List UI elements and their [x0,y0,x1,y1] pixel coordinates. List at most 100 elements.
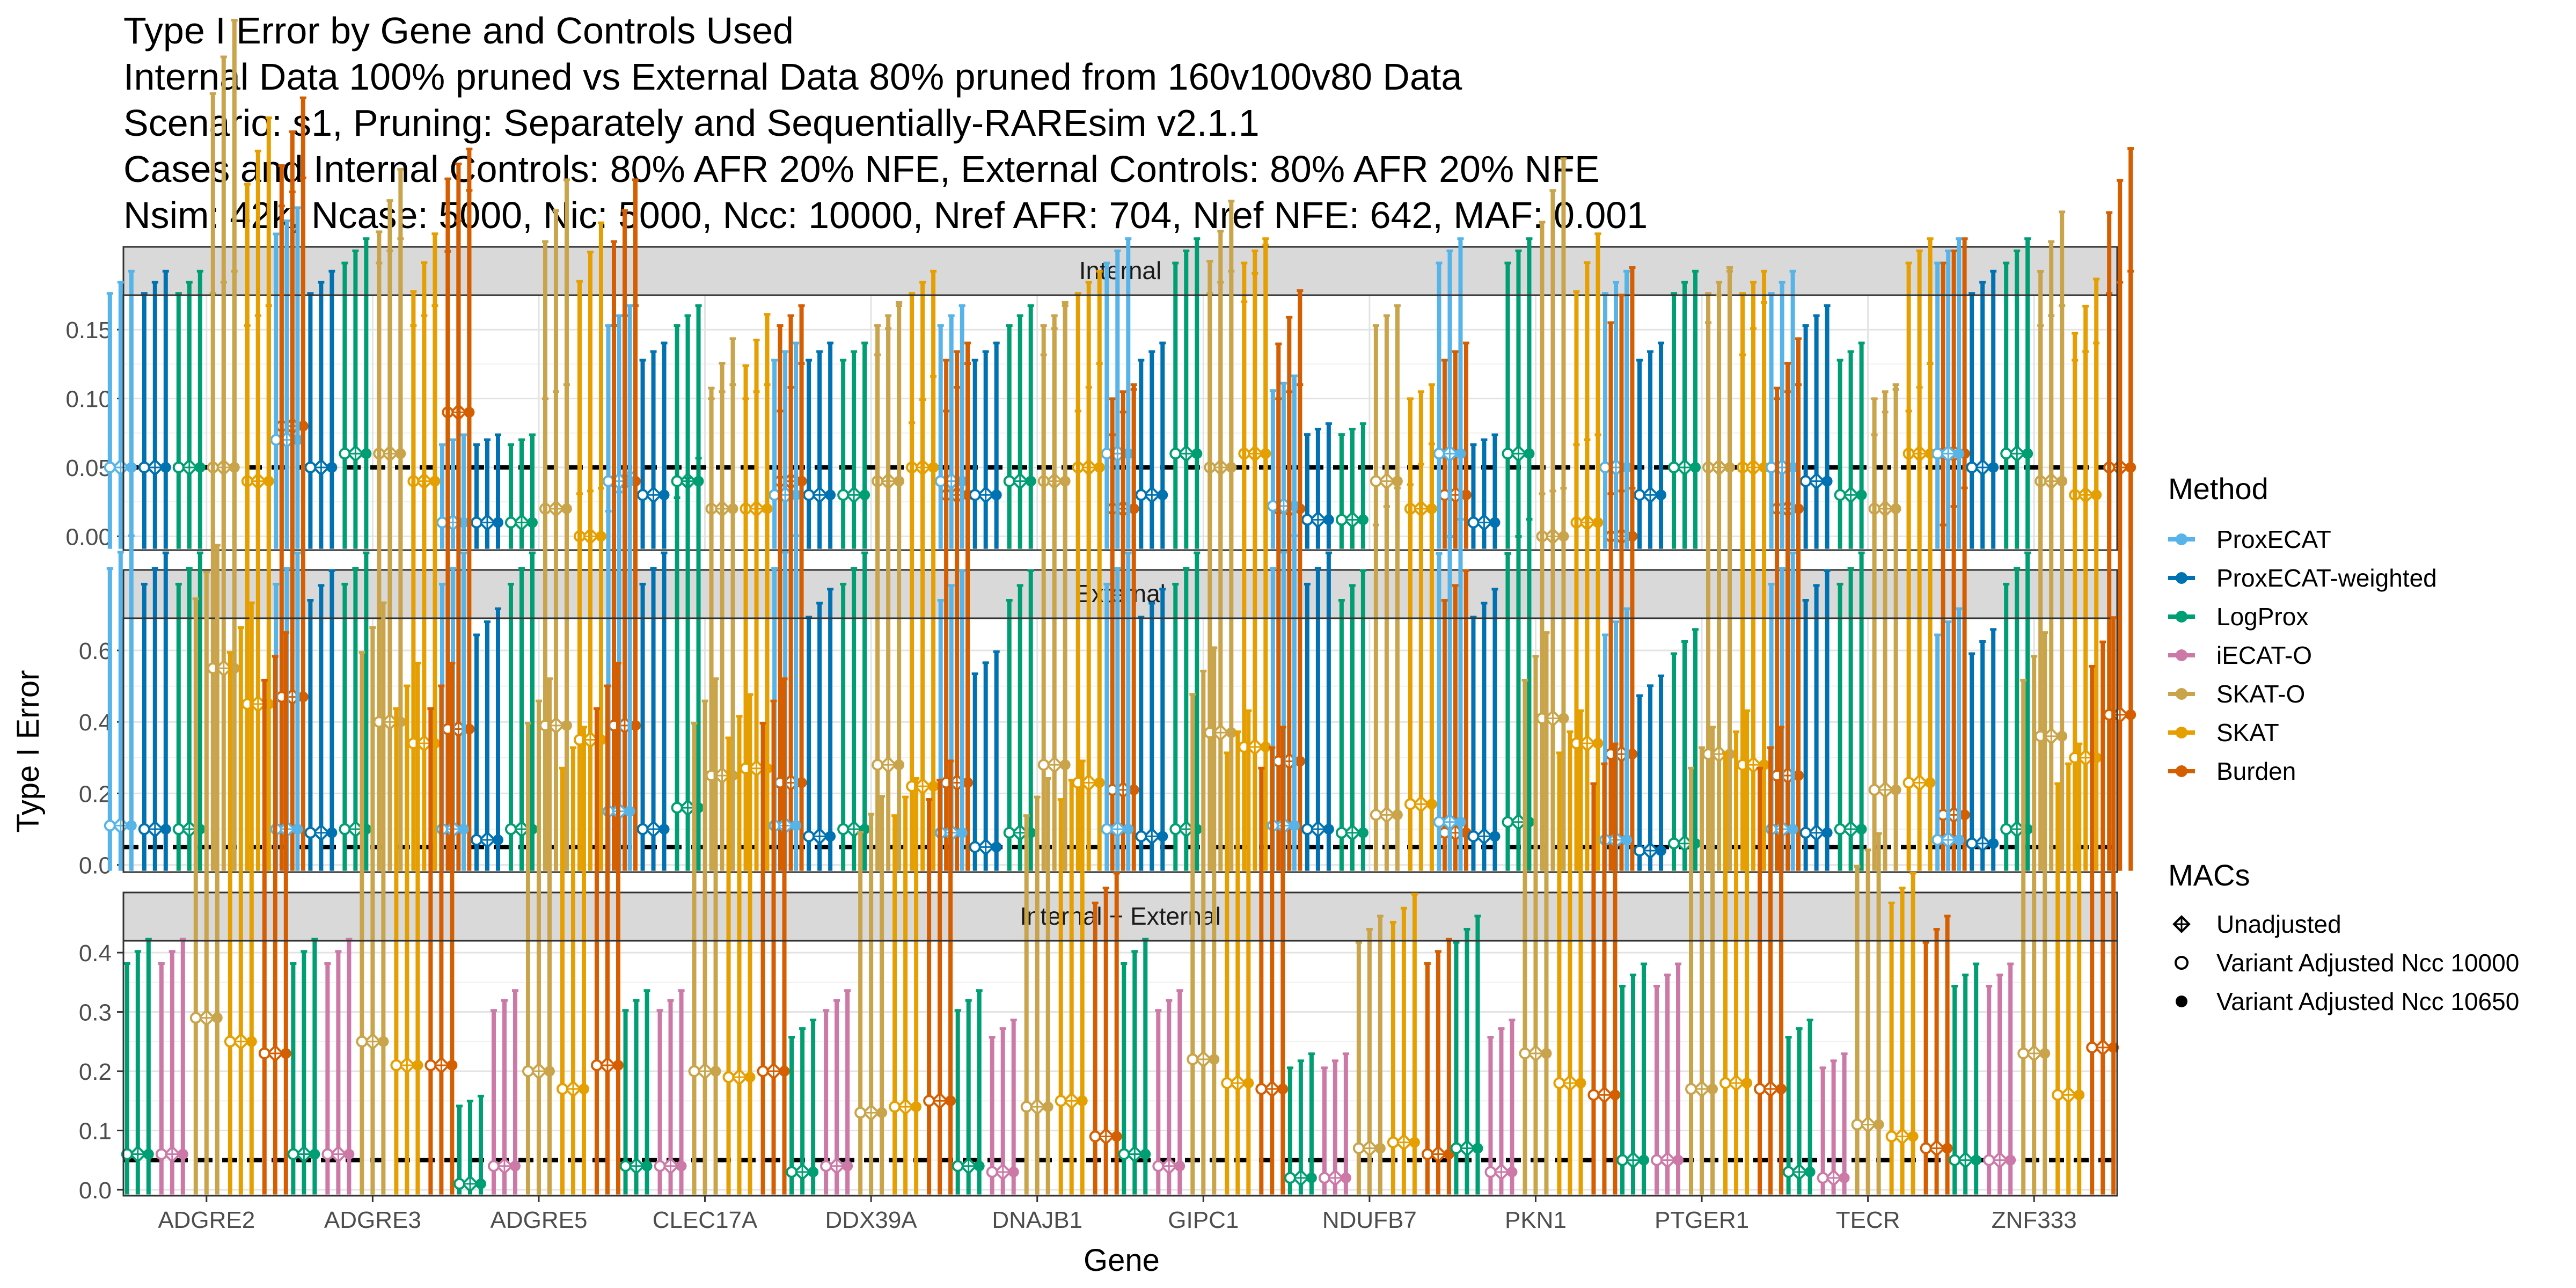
point-adjusted-10650 [246,1036,257,1047]
point-adjusted-10650 [126,820,137,831]
point-adjusted-10650 [492,835,503,846]
point-adjusted-10650 [1873,1119,1884,1130]
point-adjusted-10650 [1942,1143,1953,1154]
point-adjusted-10650 [464,723,475,735]
point-adjusted-10000 [1387,1136,1399,1148]
legend-macs-label: Variant Adjusted Ncc 10650 [2216,987,2519,1015]
point-adjusted-10000 [470,834,482,846]
point-adjusted-10000 [722,1071,735,1084]
point-adjusted-10650 [326,462,338,473]
point-adjusted-10000 [356,1035,368,1048]
point-adjusted-10000 [1668,461,1680,473]
point-adjusted-10000 [1301,823,1313,836]
point-adjusted-10650 [1260,741,1271,752]
point-adjusted-10650 [1008,1166,1019,1177]
point-adjusted-10000 [1754,1083,1766,1095]
point-adjusted-10000 [1118,1148,1130,1160]
x-tick-label: NDUFB7 [1322,1207,1417,1233]
point-adjusted-10000 [1370,475,1382,487]
y-tick-label: 0.15 [65,317,112,343]
point-adjusted-10000 [1301,514,1313,526]
point-adjusted-10000 [636,823,649,836]
point-adjusted-10000 [688,1065,700,1078]
point-adjusted-10650 [509,1160,521,1172]
point-adjusted-10000 [1003,826,1015,839]
point-adjusted-10650 [991,489,1002,501]
point-adjusted-10000 [104,819,116,832]
point-adjusted-10650 [1621,835,1633,846]
legend-method-label: Burden [2216,757,2296,785]
legend-macs-label: Variant Adjusted Ncc 10000 [2216,949,2519,977]
point-adjusted-10000 [1651,1154,1663,1166]
point-adjusted-10000 [619,1160,632,1172]
point-adjusted-10000 [104,461,116,473]
point-adjusted-10000 [1885,1130,1898,1143]
point-adjusted-10650 [1638,1154,1650,1166]
point-adjusted-10000 [1931,834,1944,846]
point-adjusted-10650 [1793,770,1804,781]
point-adjusted-10000 [1799,475,1812,487]
point-adjusted-10650 [2005,1154,2016,1166]
x-axis-label: Gene [1084,1243,1160,1278]
point-adjusted-10650 [1243,1078,1254,1089]
point-adjusted-10000 [1920,1142,1932,1154]
x-tick-label: DNAJB1 [992,1207,1082,1233]
point-adjusted-10650 [1123,448,1134,459]
point-adjusted-10650 [658,824,670,835]
point-adjusted-10650 [1209,1053,1220,1065]
chart-title: Type I Error by Gene and Controls Used I… [123,8,1648,238]
point-adjusted-10000 [1834,489,1846,501]
point-adjusted-10650 [447,1059,458,1071]
point-adjusted-10000 [1817,1172,1829,1184]
point-adjusted-10650 [292,824,303,835]
point-adjusted-10000 [1335,826,1348,839]
legend: Method ProxECAT ProxECAT-weighted LogProx i… [2168,472,2519,1015]
point-adjusted-10650 [630,720,641,731]
point-adjusted-10000 [1502,448,1514,460]
point-adjusted-10650 [160,824,171,835]
y-tick-label: 0.1 [79,1118,112,1144]
legend-shape-open-circle [2175,956,2189,970]
point-adjusted-10650 [1289,500,1300,511]
point-adjusted-10650 [641,1160,653,1172]
point-adjusted-10000 [2017,1047,2030,1059]
point-adjusted-10650 [126,462,137,473]
point-adjusted-10000 [986,1166,998,1178]
point-adjusted-10000 [1719,1077,1732,1089]
point-adjusted-10650 [1226,727,1237,738]
point-adjusted-10000 [1902,777,1915,789]
point-adjusted-10000 [1634,845,1646,857]
legend-swatch-point [2176,765,2187,777]
point-adjusted-10650 [2074,1089,2085,1101]
point-adjusted-10000 [390,1059,402,1071]
point-adjusted-10650 [1558,713,1569,724]
point-adjusted-10000 [1983,1154,1995,1166]
point-adjusted-10650 [791,489,802,501]
point-adjusted-10650 [928,781,939,792]
point-adjusted-10650 [1111,1131,1122,1142]
point-adjusted-10650 [475,1178,486,1189]
point-adjusted-10000 [172,823,185,836]
point-adjusted-10000 [1966,461,1978,473]
facet-strip-label: Internal + External [1020,902,1221,930]
title-line-5: Nsim: 42k, Ncase: 5000, Nic: 5000, Ncc: … [123,194,1648,236]
point-adjusted-10000 [1152,1160,1165,1172]
point-adjusted-10650 [1357,827,1368,838]
x-tick-label: PTGER1 [1655,1207,1749,1233]
point-adjusted-10000 [1267,500,1279,512]
point-adjusted-10650 [2057,730,2068,742]
point-adjusted-10000 [470,516,482,529]
point-adjusted-10000 [671,802,683,814]
x-tick-label: ZNF333 [1992,1207,2077,1233]
point-adjusted-10650 [2125,709,2136,720]
y-tick-label: 0.0 [79,853,112,879]
title-line-2: Internal Data 100% pruned vs External Da… [123,56,1462,98]
point-adjusted-10000 [1634,489,1646,501]
point-adjusted-10650 [956,827,968,838]
point-adjusted-10000 [1221,1077,1233,1089]
point-adjusted-10650 [1025,475,1036,487]
facet-panels: Internal0.000.050.100.15External0.00.20.… [65,19,2136,1233]
legend-method-label: iECAT-O [2216,641,2312,669]
point-adjusted-10000 [1467,830,1480,843]
